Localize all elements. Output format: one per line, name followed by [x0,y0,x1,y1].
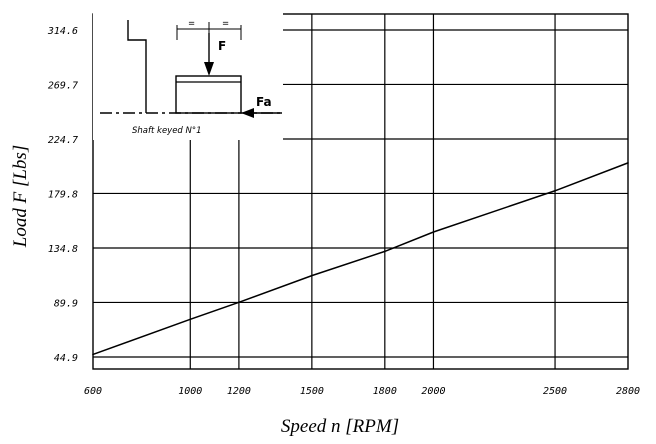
load-data-point [311,274,313,277]
force-label: F [218,39,226,53]
load-data-point [432,231,435,233]
x-tick-label: 2800 [616,386,640,397]
y-tick-label: 314.6 [47,26,78,37]
shaft-inset-diagram: = = F Fa Shaft keyed N°1 [93,13,283,140]
grid [93,14,628,369]
x-tick-labels: 600 1000 1200 1500 1800 2000 2500 2800 [84,386,640,397]
y-axis-title: Load F [Lbs] [10,145,31,248]
load-data-point [92,353,94,356]
load-data-point [627,162,629,164]
shaft-shoulder [127,20,147,113]
y-tick-label: 179.8 [48,189,78,200]
y-tick-label: 224.7 [48,135,78,146]
plot-frame [92,13,629,370]
load-data-point [384,250,386,253]
load-data-point [189,318,192,321]
x-tick-label: 2500 [543,386,567,397]
force-arrow-head [204,62,214,76]
y-tick-label: 89.9 [54,298,78,309]
load-series-line [92,162,629,356]
axial-arrow-head [241,108,254,118]
equal-mark-left: = [188,19,195,29]
x-tick-label: 1800 [373,386,397,397]
series-layer [92,162,629,356]
x-tick-label: 1200 [227,386,251,397]
x-tick-label: 2000 [421,386,445,397]
load-data-point [554,189,556,192]
x-tick-label: 600 [84,386,102,397]
y-tick-label: 269.7 [48,80,78,91]
y-tick-label: 44.9 [54,353,78,364]
load-data-point [238,301,240,304]
equal-mark-right: = [222,19,229,29]
x-tick-label: 1000 [178,386,202,397]
x-tick-label: 1500 [300,386,324,397]
y-tick-labels: 44.9 89.9 134.8 179.8 224.7 269.7 314.6 [47,26,78,364]
inset-caption: Shaft keyed N°1 [132,126,202,136]
y-tick-label: 134.8 [48,244,78,255]
axial-label: Fa [256,95,272,109]
x-axis-title: Speed n [RPM] [281,416,399,437]
